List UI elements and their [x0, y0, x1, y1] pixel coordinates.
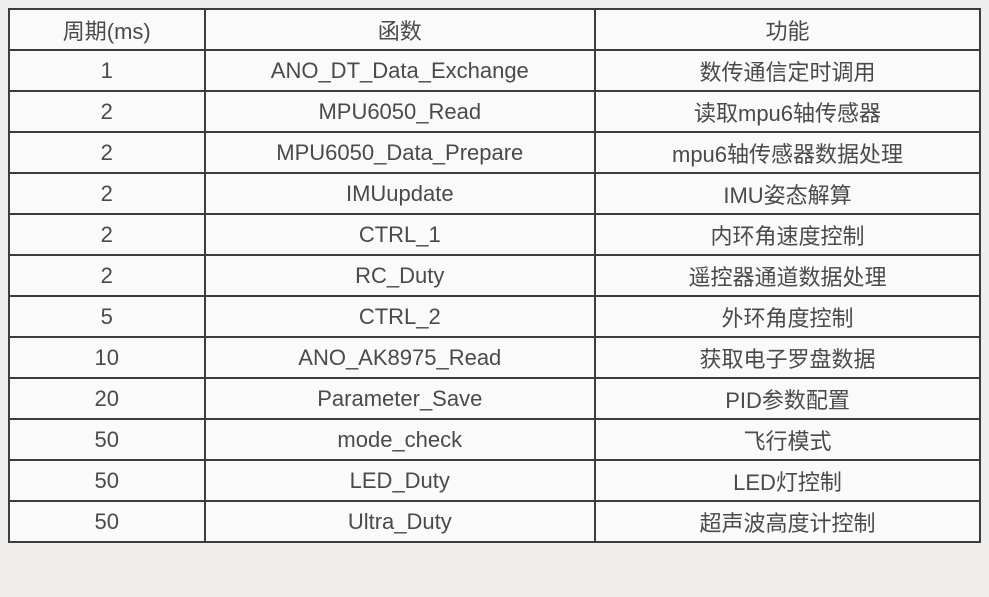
cell-function: Ultra_Duty [205, 501, 596, 542]
cell-function: ANO_AK8975_Read [205, 337, 596, 378]
table-row: 50 LED_Duty LED灯控制 [9, 460, 980, 501]
cell-feature: 遥控器通道数据处理 [595, 255, 980, 296]
cell-function: CTRL_2 [205, 296, 596, 337]
cell-period: 10 [9, 337, 205, 378]
table-header-row: 周期(ms) 函数 功能 [9, 9, 980, 50]
cell-function: CTRL_1 [205, 214, 596, 255]
col-header-period: 周期(ms) [9, 9, 205, 50]
table-row: 2 MPU6050_Data_Prepare mpu6轴传感器数据处理 [9, 132, 980, 173]
cell-feature: 数传通信定时调用 [595, 50, 980, 91]
table-container: 周期(ms) 函数 功能 1 ANO_DT_Data_Exchange 数传通信… [8, 8, 981, 543]
cell-period: 1 [9, 50, 205, 91]
cell-period: 2 [9, 214, 205, 255]
table-row: 10 ANO_AK8975_Read 获取电子罗盘数据 [9, 337, 980, 378]
cell-function: IMUupdate [205, 173, 596, 214]
cell-period: 2 [9, 173, 205, 214]
table-row: 5 CTRL_2 外环角度控制 [9, 296, 980, 337]
cell-feature: IMU姿态解算 [595, 173, 980, 214]
cell-period: 2 [9, 91, 205, 132]
table-row: 2 RC_Duty 遥控器通道数据处理 [9, 255, 980, 296]
cell-feature: 外环角度控制 [595, 296, 980, 337]
table-row: 50 Ultra_Duty 超声波高度计控制 [9, 501, 980, 542]
cell-function: MPU6050_Read [205, 91, 596, 132]
cell-period: 50 [9, 419, 205, 460]
cell-feature: PID参数配置 [595, 378, 980, 419]
cell-feature: 读取mpu6轴传感器 [595, 91, 980, 132]
cell-period: 50 [9, 501, 205, 542]
cell-feature: LED灯控制 [595, 460, 980, 501]
table-row: 20 Parameter_Save PID参数配置 [9, 378, 980, 419]
cell-function: ANO_DT_Data_Exchange [205, 50, 596, 91]
cell-function: LED_Duty [205, 460, 596, 501]
cell-feature: 获取电子罗盘数据 [595, 337, 980, 378]
cell-period: 2 [9, 255, 205, 296]
table-head: 周期(ms) 函数 功能 [9, 9, 980, 50]
cell-period: 5 [9, 296, 205, 337]
col-header-function: 函数 [205, 9, 596, 50]
cell-period: 50 [9, 460, 205, 501]
table-body: 1 ANO_DT_Data_Exchange 数传通信定时调用 2 MPU605… [9, 50, 980, 542]
table-row: 2 IMUupdate IMU姿态解算 [9, 173, 980, 214]
cell-feature: mpu6轴传感器数据处理 [595, 132, 980, 173]
table-row: 1 ANO_DT_Data_Exchange 数传通信定时调用 [9, 50, 980, 91]
table-row: 2 CTRL_1 内环角速度控制 [9, 214, 980, 255]
cell-function: RC_Duty [205, 255, 596, 296]
cell-period: 2 [9, 132, 205, 173]
cell-period: 20 [9, 378, 205, 419]
cell-feature: 飞行模式 [595, 419, 980, 460]
schedule-table: 周期(ms) 函数 功能 1 ANO_DT_Data_Exchange 数传通信… [8, 8, 981, 543]
cell-function: mode_check [205, 419, 596, 460]
table-row: 2 MPU6050_Read 读取mpu6轴传感器 [9, 91, 980, 132]
cell-function: Parameter_Save [205, 378, 596, 419]
table-row: 50 mode_check 飞行模式 [9, 419, 980, 460]
cell-feature: 超声波高度计控制 [595, 501, 980, 542]
col-header-feature: 功能 [595, 9, 980, 50]
cell-feature: 内环角速度控制 [595, 214, 980, 255]
cell-function: MPU6050_Data_Prepare [205, 132, 596, 173]
